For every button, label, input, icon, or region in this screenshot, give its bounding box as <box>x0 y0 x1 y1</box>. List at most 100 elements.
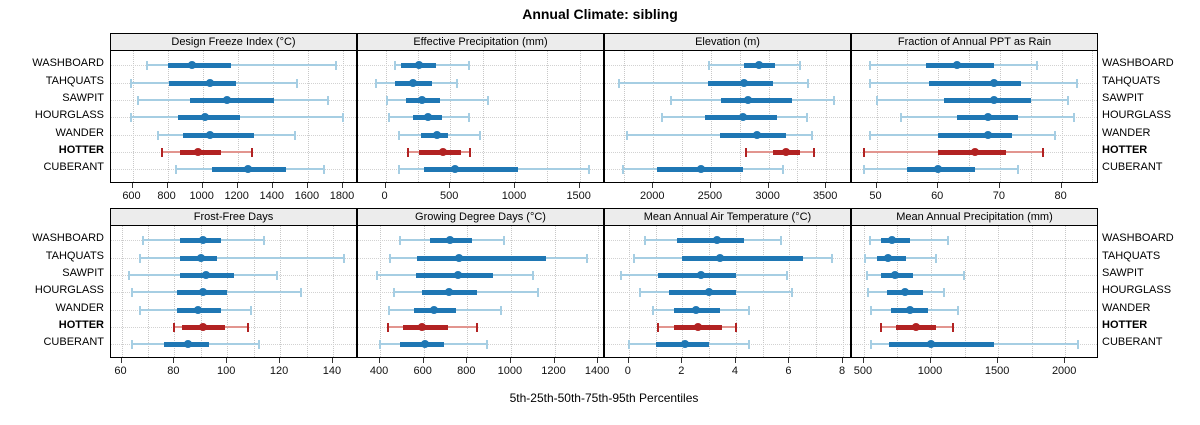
whisker-cap <box>293 130 296 140</box>
axis-tick <box>627 358 629 363</box>
whisker-cap <box>139 253 141 263</box>
site-label: TAHQUATS <box>45 249 104 262</box>
row-grid-line <box>358 327 603 328</box>
axis-tick <box>652 183 654 188</box>
whisker-cap <box>813 148 816 157</box>
site-label: WASHBOARD <box>32 232 104 245</box>
whisker-cap <box>136 96 139 105</box>
whisker-cap <box>875 96 878 105</box>
grid-line <box>482 51 484 182</box>
whisker-cap <box>587 165 590 175</box>
iqr-band <box>168 80 236 86</box>
axis-tick <box>226 358 228 363</box>
row-grid-line <box>852 327 1097 328</box>
median-dot <box>740 78 749 87</box>
axis-tick-label: 60 <box>114 365 127 377</box>
iqr-band <box>938 132 1013 138</box>
axis-tick-label: 0 <box>381 190 388 202</box>
axis-tick-label: 120 <box>269 365 289 377</box>
whisker-cap <box>389 253 391 263</box>
whisker-cap <box>387 113 390 123</box>
median-dot <box>454 253 463 262</box>
whisker-cap <box>160 148 163 157</box>
row-grid-line <box>358 152 603 153</box>
whisker-cap <box>500 305 503 315</box>
grid-line <box>628 226 630 357</box>
whisker-cap <box>952 323 955 332</box>
whisker-cap <box>946 236 949 246</box>
panel-plot <box>357 225 604 358</box>
whisker-cap <box>956 305 959 315</box>
row-grid-line <box>852 240 1097 242</box>
median-dot <box>199 323 208 331</box>
whisker-cap <box>618 78 621 88</box>
axis-tick <box>875 183 877 188</box>
median-dot <box>202 271 211 279</box>
axis-tick-label: 50 <box>869 190 882 202</box>
whisker-cap <box>1072 113 1075 123</box>
whisker-cap <box>131 288 134 298</box>
median-dot <box>912 323 921 331</box>
panel-plot <box>604 50 851 183</box>
whisker-cap <box>1042 148 1045 157</box>
axis-tick-label: 1000 <box>189 190 214 202</box>
whisker-cap <box>456 78 459 88</box>
median-dot <box>450 165 459 174</box>
panel-header: Mean Annual Precipitation (mm) <box>851 208 1098 225</box>
whisker-cap <box>748 305 751 315</box>
axis-tick-label: 800 <box>157 190 176 202</box>
grid-line <box>964 226 966 357</box>
whisker-cap <box>537 288 540 298</box>
site-label: WASHBOARD <box>1102 57 1174 70</box>
axis-tick-label: 1000 <box>497 365 523 377</box>
whisker-cap <box>485 340 488 350</box>
panel-header: Growing Degree Days (°C) <box>357 208 604 225</box>
axis-tick <box>166 183 168 188</box>
whisker-cap <box>791 288 794 298</box>
panel-plot <box>851 50 1098 183</box>
panel-plot <box>851 225 1098 358</box>
axis-tick <box>1060 183 1062 188</box>
panel-header: Fraction of Annual PPT as Rain <box>851 33 1098 50</box>
grid-line <box>121 226 123 357</box>
median-dot <box>900 288 909 297</box>
axis-tick-label: 2 <box>678 365 685 377</box>
whisker-cap <box>129 113 132 123</box>
axis-tick-label: 400 <box>369 365 389 377</box>
whisker-cap <box>900 113 903 123</box>
whisker-cap <box>810 130 813 140</box>
median-dot <box>681 340 689 349</box>
axis-tick <box>120 358 122 363</box>
whisker-cap <box>503 236 506 246</box>
whisker-cap <box>398 236 401 246</box>
whisker-cap <box>879 323 882 332</box>
row-grid-line <box>852 257 1097 259</box>
whisker-cap <box>651 305 654 315</box>
site-label: TAHQUATS <box>1102 74 1161 87</box>
site-label: WANDER <box>1102 126 1151 139</box>
whisker-cap <box>734 323 737 332</box>
median-dot <box>420 340 429 349</box>
axis-tick <box>937 183 939 188</box>
median-dot <box>205 78 214 87</box>
whisker-cap <box>486 96 489 105</box>
whisker-cap <box>863 253 866 263</box>
grid-line <box>306 226 308 357</box>
axis-tick-label: 1600 <box>294 190 320 202</box>
whisker-cap <box>707 61 710 71</box>
whisker-cap <box>962 271 965 280</box>
whisker-cap <box>141 236 144 246</box>
axis-tick-label: 2500 <box>697 190 723 202</box>
axis-tick <box>998 183 1000 188</box>
axis-tick-label: 70 <box>992 190 1006 202</box>
median-dot <box>738 113 747 122</box>
panel-header: Design Freeze Index (°C) <box>110 33 357 50</box>
row-grid-line <box>852 292 1097 294</box>
iqr-band <box>708 80 773 86</box>
iqr-band <box>682 255 803 261</box>
whisker-cap <box>394 61 397 71</box>
whisker-range-line <box>867 274 964 276</box>
site-label: SAWPIT <box>62 92 104 104</box>
site-label: CUBERANT <box>1102 161 1163 174</box>
whisker-cap <box>173 323 176 332</box>
